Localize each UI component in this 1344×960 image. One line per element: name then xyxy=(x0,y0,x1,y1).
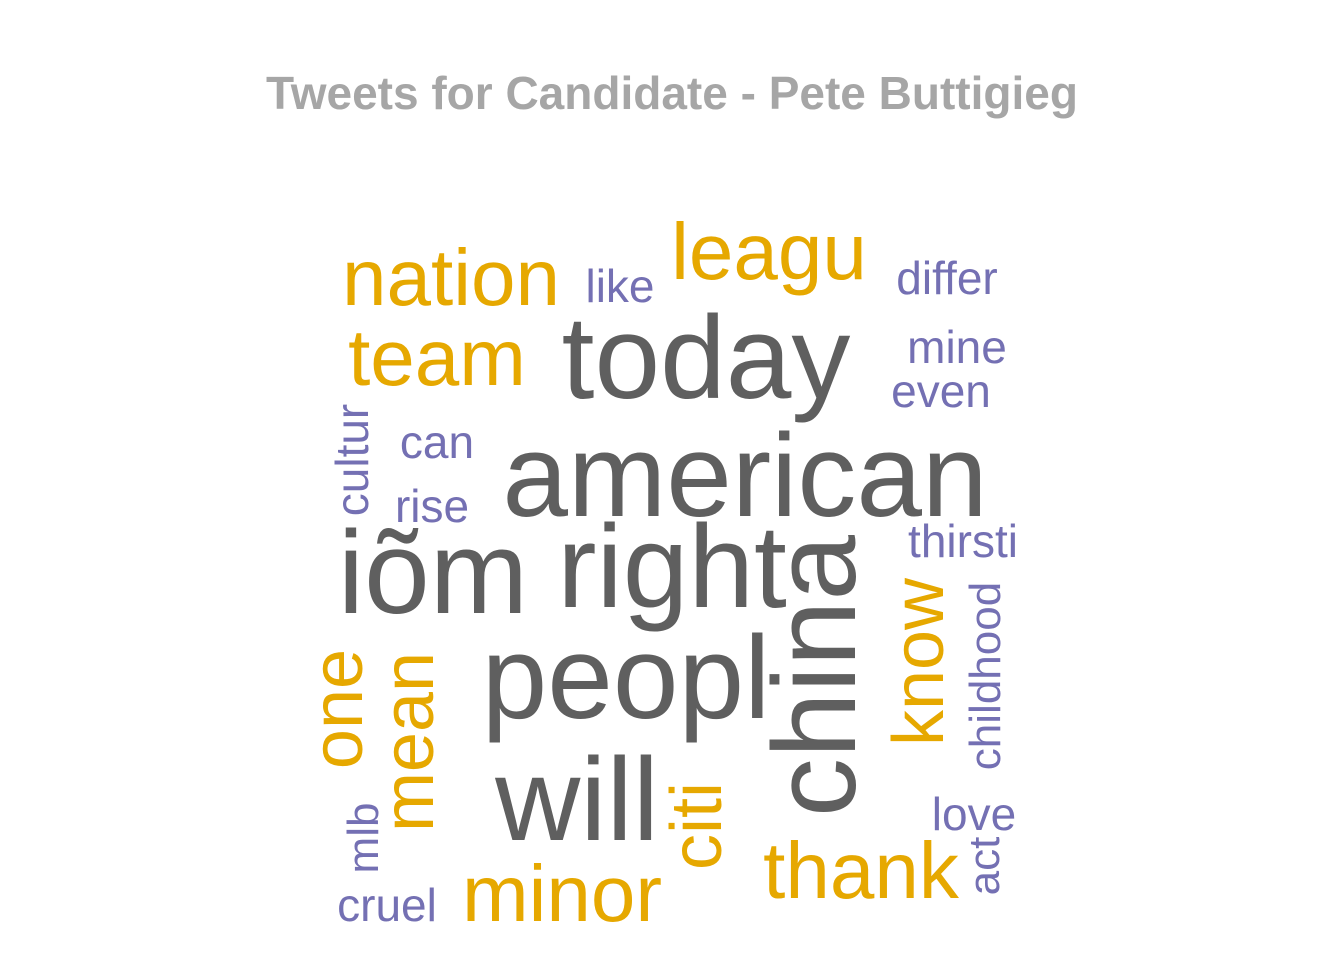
word-thank: thank xyxy=(763,826,960,915)
chart-title: Tweets for Candidate - Pete Buttigieg xyxy=(266,67,1078,119)
word-can: can xyxy=(400,416,474,468)
word-iõm: iõm xyxy=(338,507,528,639)
word-mlb: mlb xyxy=(339,803,388,874)
word-minor: minor xyxy=(462,849,662,938)
word-american: american xyxy=(502,410,987,542)
word-china: china xyxy=(749,535,881,817)
word-citi: citi xyxy=(657,782,737,870)
word-love: love xyxy=(932,788,1016,840)
word-mean: mean xyxy=(369,652,449,832)
word-will: will xyxy=(494,734,659,866)
word-one: one xyxy=(298,649,378,769)
word-team: team xyxy=(348,313,526,402)
word-even: even xyxy=(891,365,991,417)
word-cruel: cruel xyxy=(337,879,437,931)
word-know: know xyxy=(879,577,959,746)
word-cultur: cultur xyxy=(326,404,378,516)
word-mine: mine xyxy=(907,321,1007,373)
word-nation: nation xyxy=(342,233,560,322)
word-today: today xyxy=(562,292,851,424)
word-rise: rise xyxy=(395,480,469,532)
word-peopl: peopl xyxy=(482,612,771,744)
word-differ: differ xyxy=(896,252,997,304)
word-like: like xyxy=(585,260,654,312)
word-right: right xyxy=(557,501,787,633)
word-thirsti: thirsti xyxy=(908,515,1018,567)
word-leagu: leagu xyxy=(671,207,867,296)
word-childhood: childhood xyxy=(961,582,1010,770)
word-act: act xyxy=(960,837,1009,896)
